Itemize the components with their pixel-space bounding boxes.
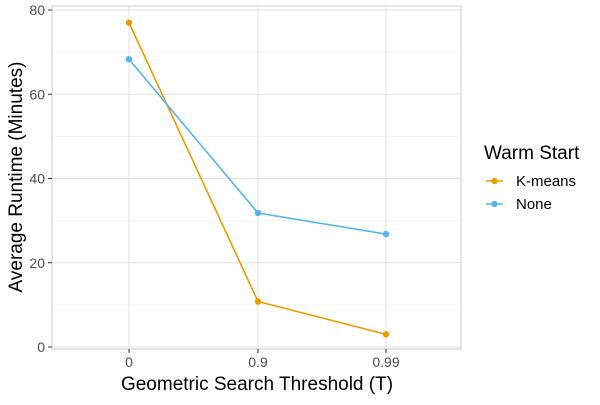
legend-key-point	[491, 177, 498, 185]
y-axis-ticks: 0 20 40 60 80	[29, 2, 52, 355]
data-point-none	[125, 56, 133, 63]
x-tick-label: 0.99	[372, 354, 399, 370]
legend-key-point	[491, 200, 498, 208]
legend-title: Warm Start	[484, 143, 580, 164]
y-tick-label: 80	[29, 2, 45, 18]
series-none	[125, 56, 390, 238]
y-axis-title: Average Runtime (Minutes)	[6, 62, 27, 293]
plot-panel-border	[51, 5, 462, 350]
series-lines	[125, 19, 390, 338]
y-tick-label: 60	[29, 86, 45, 102]
data-point-k-means	[382, 331, 390, 338]
data-point-none	[254, 209, 262, 217]
legend: Warm Start K-means None	[484, 143, 580, 213]
y-tick-label: 20	[29, 255, 45, 271]
series-k-means	[125, 19, 390, 338]
y-tick-label: 40	[29, 171, 45, 187]
x-tick-label: 0.9	[248, 354, 268, 370]
legend-label: K-means	[516, 173, 576, 190]
legend-item-k-means: K-means	[486, 173, 576, 190]
legend-item-none: None	[486, 196, 552, 213]
x-axis-title: Geometric Search Threshold (T)	[121, 374, 393, 395]
x-axis-ticks: 0 0.9 0.99	[125, 349, 400, 370]
data-point-none	[382, 230, 390, 238]
data-point-k-means	[254, 298, 262, 305]
x-tick-label: 0	[125, 354, 133, 370]
legend-items: K-means None	[486, 173, 576, 213]
y-tick-label: 0	[37, 339, 45, 355]
data-point-k-means	[125, 19, 133, 26]
legend-label: None	[516, 196, 552, 213]
grid	[52, 6, 461, 349]
